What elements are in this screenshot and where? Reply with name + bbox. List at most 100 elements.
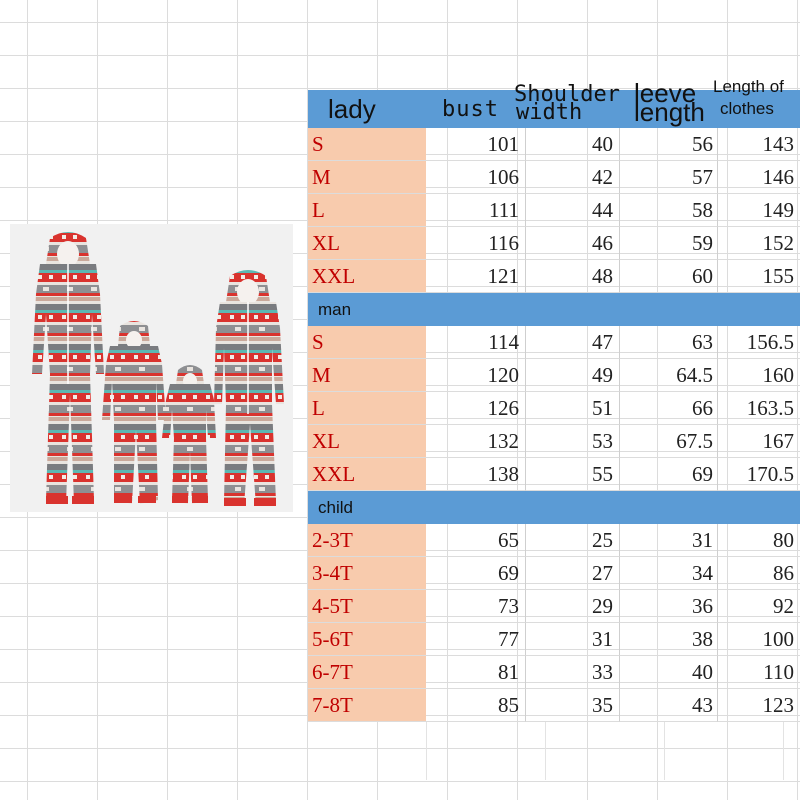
- child-section-header: child: [308, 491, 800, 524]
- bust-cell: 69: [426, 557, 526, 590]
- sleeve-length-cell: 57: [620, 161, 718, 194]
- bust-header: bust: [442, 97, 499, 122]
- shoulder-width-cell: 47: [526, 326, 620, 359]
- size-cell: XXL: [308, 260, 426, 293]
- bust-cell: 77: [426, 623, 526, 656]
- clothes-length-cell: 149: [718, 194, 800, 227]
- man-section-header: man: [308, 293, 800, 326]
- size-cell: XL: [308, 425, 426, 458]
- clothes-length-cell: 155: [718, 260, 800, 293]
- size-cell: 7-8T: [308, 689, 426, 722]
- shoulder-width-cell: 33: [526, 656, 620, 689]
- clothes-length-cell: 152: [718, 227, 800, 260]
- shoulder-width-cell: 40: [526, 128, 620, 161]
- sleeve-length-cell: 60: [620, 260, 718, 293]
- sleeve-length-header: length: [634, 97, 705, 127]
- size-cell: L: [308, 392, 426, 425]
- shoulder-width-cell: 25: [526, 524, 620, 557]
- table-row: XL 116 46 59 152: [308, 227, 800, 260]
- shoulder-width-cell: 49: [526, 359, 620, 392]
- shoulder-width-cell: 48: [526, 260, 620, 293]
- size-cell: M: [308, 359, 426, 392]
- table-row: 6-7T 81 33 40 110: [308, 656, 800, 689]
- onesie-adult-left: [32, 232, 104, 504]
- clothes-length-cell: 156.5: [718, 326, 800, 359]
- clothes-length-cell: 80: [718, 524, 800, 557]
- empty-grid-rows: [308, 722, 800, 780]
- clothes-length-cell: 100: [718, 623, 800, 656]
- shoulder-width-cell: 31: [526, 623, 620, 656]
- bust-cell: 114: [426, 326, 526, 359]
- sleeve-length-cell: 67.5: [620, 425, 718, 458]
- table-row: XXL 138 55 69 170.5: [308, 458, 800, 491]
- product-photo: [10, 224, 293, 512]
- clothes-length-cell: 86: [718, 557, 800, 590]
- size-cell: L: [308, 194, 426, 227]
- bust-cell: 101: [426, 128, 526, 161]
- shoulder-width-cell: 42: [526, 161, 620, 194]
- size-cell: 4-5T: [308, 590, 426, 623]
- clothes-length-cell: 110: [718, 656, 800, 689]
- bust-cell: 121: [426, 260, 526, 293]
- clothes-length-cell: 167: [718, 425, 800, 458]
- size-cell: M: [308, 161, 426, 194]
- clothes-length-cell: 123: [718, 689, 800, 722]
- shoulder-width-cell: 29: [526, 590, 620, 623]
- clothes-length-cell: 143: [718, 128, 800, 161]
- onesie-child-medium: [102, 321, 166, 504]
- table-header-lady: lady bust Shoulder width leeve length Le…: [308, 78, 800, 128]
- shoulder-header: Shoulder: [514, 82, 620, 107]
- size-cell: 5-6T: [308, 623, 426, 656]
- clothes-header: clothes: [720, 99, 774, 118]
- sleeve-length-cell: 63: [620, 326, 718, 359]
- clothes-length-cell: 92: [718, 590, 800, 623]
- lady-header: lady: [328, 94, 376, 124]
- sleeve-length-cell: 36: [620, 590, 718, 623]
- bust-cell: 106: [426, 161, 526, 194]
- shoulder-width-cell: 35: [526, 689, 620, 722]
- sleeve-length-cell: 69: [620, 458, 718, 491]
- clothes-length-cell: 163.5: [718, 392, 800, 425]
- bust-cell: 85: [426, 689, 526, 722]
- size-cell: XXL: [308, 458, 426, 491]
- size-chart-table: lady bust Shoulder width leeve length Le…: [308, 78, 800, 780]
- shoulder-width-cell: 27: [526, 557, 620, 590]
- sleeve-length-cell: 43: [620, 689, 718, 722]
- size-cell: XL: [308, 227, 426, 260]
- sleeve-length-cell: 40: [620, 656, 718, 689]
- size-cell: 2-3T: [308, 524, 426, 557]
- sleeve-header: leeve: [634, 78, 697, 108]
- bust-cell: 132: [426, 425, 526, 458]
- table-row: 3-4T 69 27 34 86: [308, 557, 800, 590]
- bust-cell: 120: [426, 359, 526, 392]
- bust-cell: 73: [426, 590, 526, 623]
- table-row: XXL 121 48 60 155: [308, 260, 800, 293]
- clothes-length-cell: 170.5: [718, 458, 800, 491]
- bust-cell: 111: [426, 194, 526, 227]
- sleeve-length-cell: 58: [620, 194, 718, 227]
- table-row: L 111 44 58 149: [308, 194, 800, 227]
- shoulder-width-cell: 51: [526, 392, 620, 425]
- table-row: 7-8T 85 35 43 123: [308, 689, 800, 722]
- table-row: M 106 42 57 146: [308, 161, 800, 194]
- sleeve-length-cell: 66: [620, 392, 718, 425]
- table-row: S 114 47 63 156.5: [308, 326, 800, 359]
- width-header: width: [516, 100, 583, 125]
- length-of-header: Length of: [713, 77, 784, 96]
- table-row: S 101 40 56 143: [308, 128, 800, 161]
- sleeve-length-cell: 56: [620, 128, 718, 161]
- table-row: 2-3T 65 25 31 80: [308, 524, 800, 557]
- shoulder-width-cell: 46: [526, 227, 620, 260]
- onesie-adult-right: [214, 270, 284, 506]
- table-row: 5-6T 77 31 38 100: [308, 623, 800, 656]
- table-row: XL 132 53 67.5 167: [308, 425, 800, 458]
- clothes-length-cell: 160: [718, 359, 800, 392]
- size-cell: S: [308, 128, 426, 161]
- table-row: 4-5T 73 29 36 92: [308, 590, 800, 623]
- size-cell: S: [308, 326, 426, 359]
- onesie-toddler: [162, 365, 216, 504]
- size-cell: 6-7T: [308, 656, 426, 689]
- sleeve-length-cell: 59: [620, 227, 718, 260]
- shoulder-width-cell: 44: [526, 194, 620, 227]
- table-row: M 120 49 64.5 160: [308, 359, 800, 392]
